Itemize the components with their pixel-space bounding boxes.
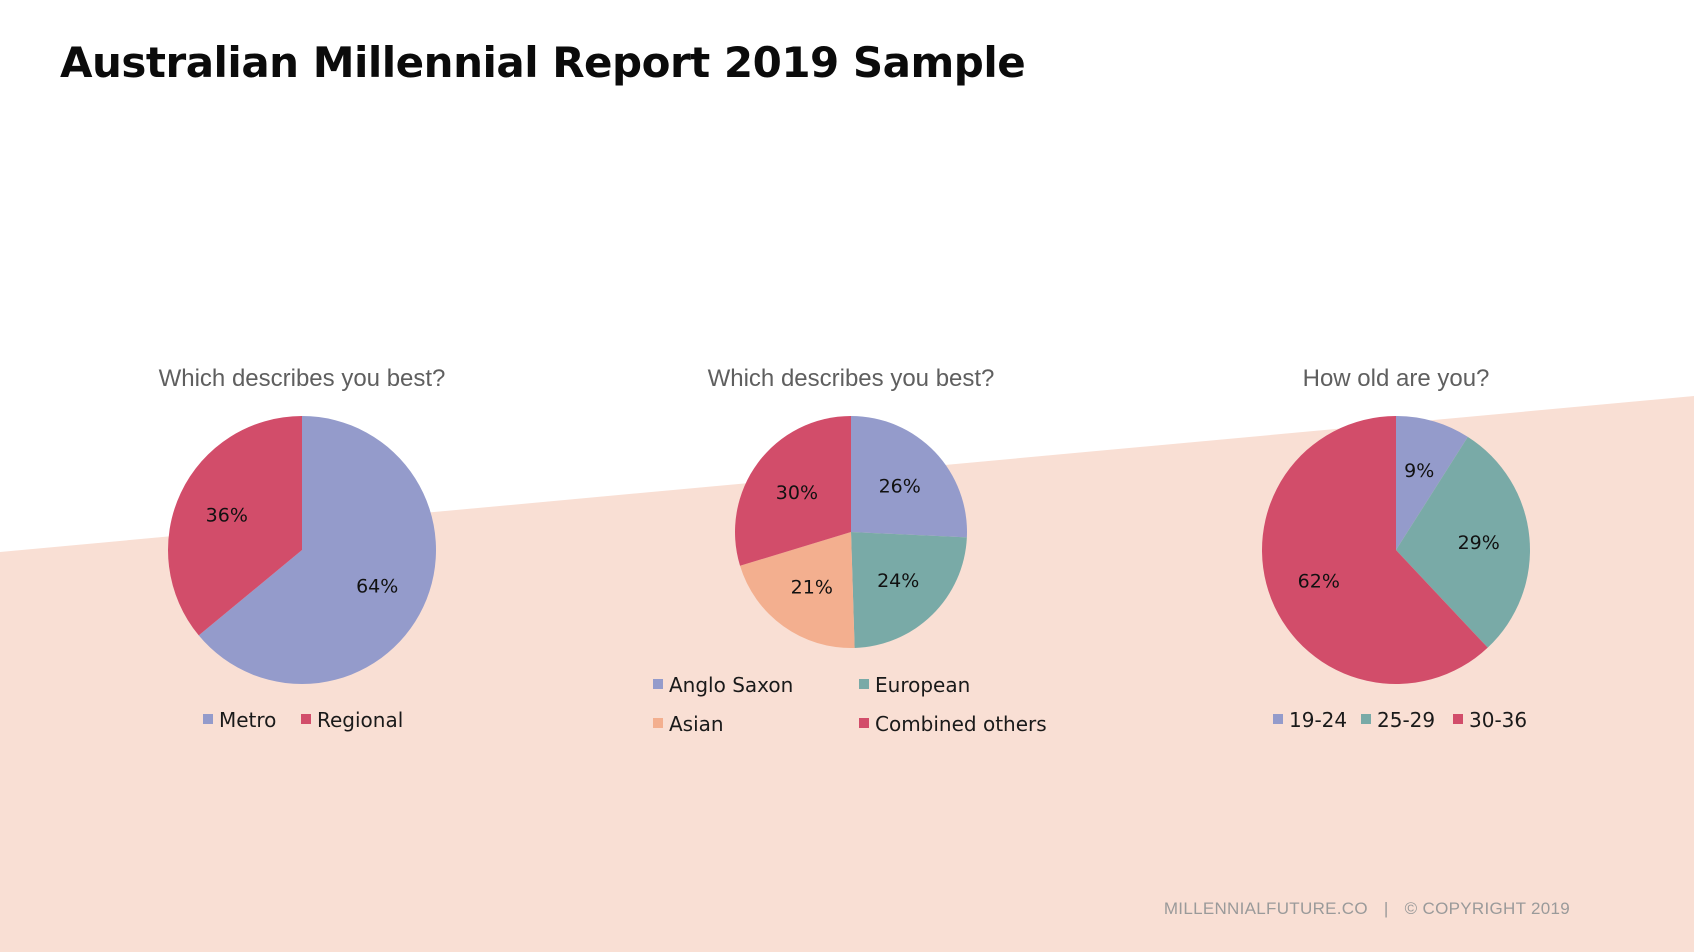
legend-swatch-30-36 (1453, 714, 1463, 724)
legend-swatch-combined-others (859, 718, 869, 728)
footer-separator: | (1383, 899, 1389, 918)
pie-slice-metro (198, 416, 437, 685)
pie-chart-2: Which describes you best? 26% 24% 21% 30% Ang… (653, 365, 1047, 736)
legend-swatch-25-29 (1361, 714, 1371, 724)
legend-label-asian: Asian (669, 712, 724, 736)
pie-slice-19-24 (1396, 416, 1468, 550)
pie-slice-asian (740, 532, 855, 648)
chart-title: Which describes you best? (708, 365, 995, 392)
pie-chart-3: How old are you? 9% 29% 62% 19-24 25-29 30-36 (1261, 365, 1530, 732)
chart-title: Which describes you best? (159, 365, 446, 392)
data-label-19-24: 9% (1404, 460, 1434, 482)
data-label-25-29: 29% (1458, 532, 1500, 554)
footer: MILLENNIALFUTURE.CO | © COPYRIGHT 2019 (1164, 899, 1570, 919)
legend-swatch-metro (203, 714, 213, 724)
chart-title: How old are you? (1303, 365, 1490, 392)
legend-label-combined-others: Combined others (875, 712, 1047, 736)
legend-label-19-24: 19-24 (1289, 708, 1347, 732)
data-label-metro: 64% (356, 575, 398, 597)
data-label-30-36: 62% (1298, 571, 1340, 593)
pie-slice-25-29 (1396, 436, 1530, 648)
legend-label-25-29: 25-29 (1377, 708, 1435, 732)
legend-swatch-19-24 (1273, 714, 1283, 724)
data-label-european: 24% (877, 570, 919, 592)
legend-label-anglo-saxon: Anglo Saxon (669, 673, 793, 697)
pie-slice-european (851, 532, 967, 648)
data-label-asian: 21% (791, 577, 833, 599)
pie-slice-anglo-saxon (851, 416, 967, 538)
footer-copyright: © COPYRIGHT 2019 (1404, 899, 1570, 918)
pie-chart-1: Which describes you best? 64% 36% Metro Regi… (159, 365, 446, 732)
legend-swatch-anglo-saxon (653, 679, 663, 689)
legend-label-european: European (875, 673, 970, 697)
data-label-combined-others: 30% (776, 482, 818, 504)
data-label-regional: 36% (206, 505, 248, 527)
legend-label-regional: Regional (317, 708, 403, 732)
pie-slice-30-36 (1261, 415, 1488, 685)
page-title: Australian Millennial Report 2019 Sample (60, 38, 1026, 87)
legend-swatch-asian (653, 718, 663, 728)
legend-label-30-36: 30-36 (1469, 708, 1527, 732)
legend-swatch-european (859, 679, 869, 689)
pie-slice-regional (168, 416, 302, 636)
footer-site: MILLENNIALFUTURE.CO (1163, 899, 1368, 918)
data-label-anglo-saxon: 26% (879, 476, 921, 498)
pie-slice-combined-others (735, 416, 851, 566)
legend-label-metro: Metro (219, 708, 276, 732)
legend-swatch-regional (301, 714, 311, 724)
